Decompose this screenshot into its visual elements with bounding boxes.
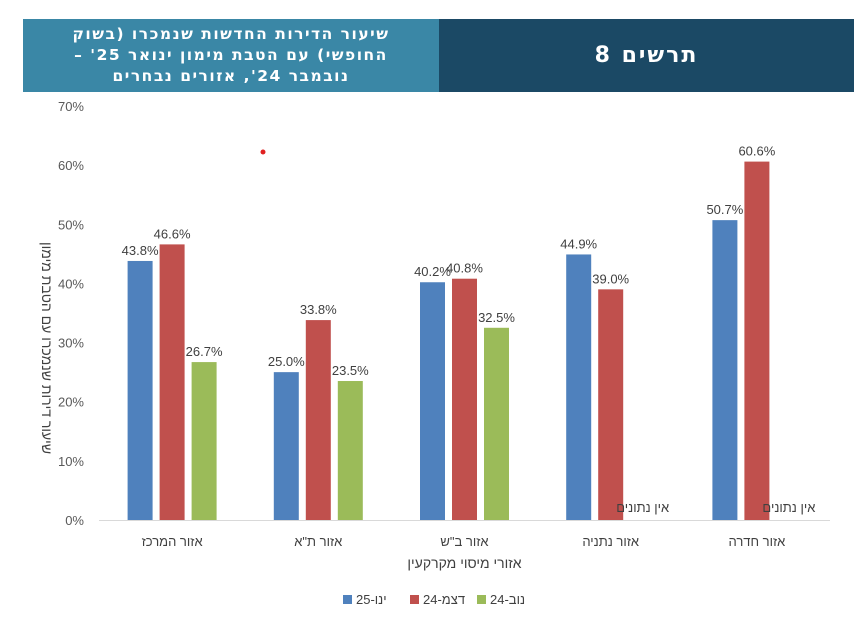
bar (273, 372, 299, 520)
bar (744, 161, 770, 520)
y-tick-label: 70% (58, 99, 84, 114)
data-label: 25.0% (268, 354, 305, 369)
bar (337, 381, 363, 520)
bar (127, 260, 153, 520)
data-label: 44.9% (560, 236, 597, 251)
legend-swatch (410, 595, 419, 604)
category-label: אזור המרכז (142, 534, 203, 549)
legend-label: נוב-24 (490, 592, 525, 607)
bar (420, 282, 445, 520)
no-data-label: אין נתונים (762, 500, 815, 515)
y-tick-label: 40% (58, 276, 84, 291)
category-label: אזור ת"א (294, 534, 342, 549)
data-label: 40.2% (414, 264, 451, 279)
legend: ינו-25 דצמ-24 נוב-24 (343, 592, 525, 607)
data-label: 50.7% (706, 202, 743, 217)
legend-label: ינו-25 (356, 592, 387, 607)
bar (305, 320, 331, 520)
category-label: אזור חדרה (728, 534, 785, 549)
chart-subtitle: שיעור הדירות החדשות שנמכרו (בשוק החופשי)… (72, 25, 390, 85)
data-label: 40.8% (446, 261, 483, 276)
category-label: אזור נתניה (582, 534, 639, 549)
category-labels: אזור המרכז אזור ת"א אזור ב"ש אזור נתניה אזור… (142, 534, 786, 549)
category-label: אזור ב"ש (440, 534, 488, 549)
data-label: 46.6% (154, 226, 191, 241)
y-axis-ticks: 0% 10% 20% 30% 40% 50% 60% 70% (58, 99, 84, 528)
legend-swatch (477, 595, 486, 604)
data-labels: 43.8% 46.6% 26.7% 25.0% 33.8% 23.5% 40.2%40.8%… (122, 144, 816, 515)
data-label: 33.8% (300, 302, 337, 317)
bar (159, 244, 185, 520)
no-data-label: אין נתונים (616, 500, 669, 515)
y-tick-label: 60% (58, 158, 84, 173)
red-dot-marker (260, 149, 266, 155)
y-tick-label: 20% (58, 395, 84, 410)
figure-label: תרשים 8 (594, 43, 699, 68)
y-tick-label: 30% (58, 336, 84, 351)
chart-subtitle-banner: שיעור הדירות החדשות שנמכרו (בשוק החופשי)… (23, 19, 439, 92)
data-label: 23.5% (332, 363, 369, 378)
bar (712, 220, 738, 520)
figure-label-banner: תרשים 8 (439, 19, 854, 92)
bar (598, 289, 624, 520)
y-tick-label: 50% (58, 217, 84, 232)
data-label: 43.8% (122, 243, 159, 258)
y-axis-title: שיעור דירות שנמכרו עם הטבת מימון (39, 242, 55, 454)
legend-label: דצמ-24 (423, 592, 465, 607)
bar (566, 254, 592, 520)
data-label: 60.6% (738, 144, 775, 159)
data-label: 39.0% (592, 271, 629, 286)
data-label: 32.5% (478, 310, 515, 325)
y-tick-label: 10% (58, 454, 84, 469)
x-axis-title: אזורי מיסוי מקרקעין (407, 555, 521, 571)
data-label: 26.7% (186, 344, 223, 359)
bar (452, 278, 477, 520)
legend-swatch (343, 595, 352, 604)
bar (191, 362, 217, 520)
bars (127, 161, 770, 520)
bar (484, 327, 509, 520)
y-tick-label: 0% (65, 513, 84, 528)
